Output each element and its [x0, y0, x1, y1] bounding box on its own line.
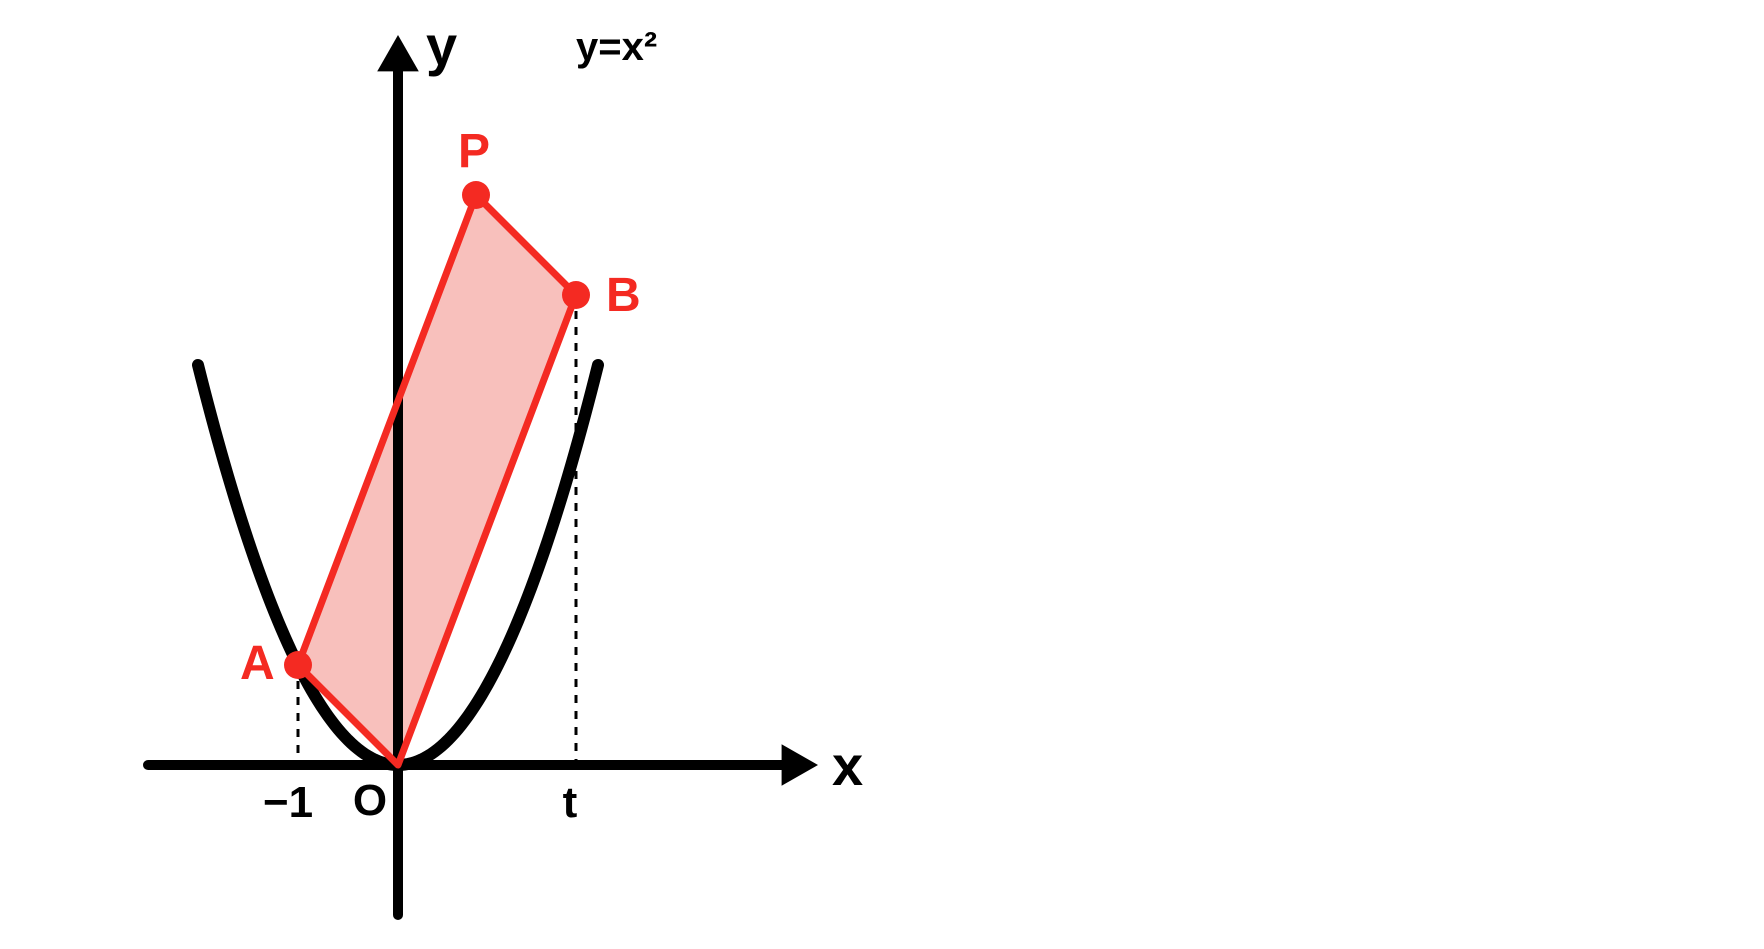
origin-label: O — [353, 776, 387, 825]
point-B — [562, 281, 590, 309]
point-label-P: P — [458, 125, 490, 178]
point-label-A: A — [240, 637, 275, 690]
x-axis-label: x — [832, 734, 863, 797]
tick-label-t: t — [563, 778, 578, 827]
y-axis-label: y — [426, 14, 457, 77]
point-P — [462, 181, 490, 209]
tick-label-−1: −1 — [263, 778, 313, 827]
point-A — [284, 651, 312, 679]
curve-equation-label: y=x² — [576, 25, 657, 69]
point-label-B: B — [606, 269, 641, 322]
